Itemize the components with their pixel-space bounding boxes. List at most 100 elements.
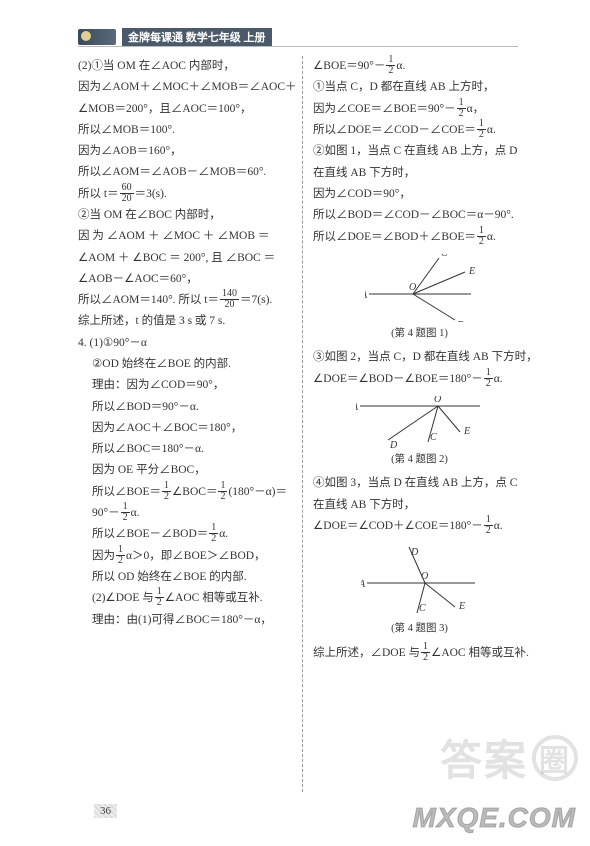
svg-text:A: A bbox=[365, 290, 368, 301]
watermark-circle-icon: 圈 bbox=[532, 735, 578, 781]
text-line: 综上所述，t 的值是 3 s 或 7 s. bbox=[78, 311, 294, 332]
eq-part: ∠AOC 相等或互补. bbox=[431, 647, 529, 659]
text-line: (2)①当 OM 在∠AOC 内部时， bbox=[78, 56, 294, 77]
svg-text:D: D bbox=[456, 320, 465, 322]
equation-line: 所以∠DOE＝∠COD－∠COE＝12α. bbox=[313, 120, 526, 141]
watermark-text: 答案 圈 bbox=[440, 727, 578, 788]
page-number: 36 bbox=[94, 804, 117, 818]
equation-line: 所以∠AOM＝140°. 所以 t＝14020＝7(s). bbox=[78, 290, 294, 311]
equation-line: 综上所述，∠DOE 与12∠AOC 相等或互补. bbox=[313, 643, 526, 664]
fraction: 12 bbox=[477, 226, 486, 247]
equation-line: 所以∠DOE＝∠BOD＋∠BOE＝12α. bbox=[313, 227, 526, 248]
watermark-part: 答案 bbox=[440, 727, 528, 788]
eq-part: α. bbox=[219, 529, 228, 541]
diagram-caption: (第 4 题图 3) bbox=[313, 619, 526, 638]
text-line: 所以∠BOD＝90°－α. bbox=[78, 397, 294, 418]
fraction: 12 bbox=[155, 587, 164, 608]
text-line: ∠MOB＝200°，且∠AOC＝100°， bbox=[78, 99, 294, 120]
eq-part: ∠AOC 相等或互补. bbox=[165, 593, 263, 605]
equation-line: (2)∠DOE 与12∠AOC 相等或互补. bbox=[78, 588, 294, 609]
text-line: ②当 OM 在∠BOC 内部时， bbox=[78, 205, 294, 226]
equation-line: 所以∠BOE－∠BOD＝12α. bbox=[78, 524, 294, 545]
content-area: (2)①当 OM 在∠AOC 内部时， 因为∠AOM＋∠MOC＋∠MOB＝∠AO… bbox=[78, 56, 526, 792]
eq-part: α. bbox=[487, 124, 496, 136]
svg-text:C: C bbox=[441, 254, 448, 259]
eq-part: α， bbox=[467, 103, 485, 115]
text-line: ∠AOB－∠AOC＝60°， bbox=[78, 269, 294, 290]
text-line: ∠AOM ＋ ∠BOC ＝ 200°, 且 ∠BOC ＝ bbox=[78, 248, 294, 269]
equation-line: 所以 t＝6020＝3(s). bbox=[78, 184, 294, 205]
eq-part: 所以∠BOE－∠BOD＝ bbox=[92, 529, 208, 541]
fraction: 12 bbox=[457, 98, 466, 119]
text-line: 因为∠AOB＝160°， bbox=[78, 141, 294, 162]
eq-part: α. bbox=[396, 60, 405, 72]
svg-text:O: O bbox=[421, 571, 428, 582]
svg-text:A: A bbox=[356, 402, 359, 413]
svg-text:O: O bbox=[409, 282, 416, 293]
right-column: ∠BOE＝90°－12α. ①当点 C，D 都在直线 AB 上方时， 因为∠CO… bbox=[302, 56, 526, 792]
svg-text:A: A bbox=[361, 579, 366, 590]
fraction: 6020 bbox=[120, 183, 134, 204]
eq-part: α. bbox=[131, 507, 140, 519]
text-line: 理由：因为∠COD＝90°， bbox=[78, 375, 294, 396]
fraction: 12 bbox=[121, 502, 130, 523]
text-line: 所以∠MOB＝100°. bbox=[78, 120, 294, 141]
eq-part: 因为∠COE＝∠BOE＝90°－ bbox=[313, 103, 456, 115]
text-line: 理由：由(1)可得∠BOC＝180°－α， bbox=[78, 610, 294, 631]
eq-part: (180°－α)＝ bbox=[228, 486, 287, 498]
svg-text:E: E bbox=[468, 266, 475, 277]
header-badge-icon bbox=[78, 29, 116, 45]
text-line: 所以∠BOC＝180°－α. bbox=[78, 439, 294, 460]
eq-part: α＞0，即∠BOE＞∠BOD， bbox=[126, 550, 266, 562]
text-line: 所以∠AOM＝∠AOB－∠MOB＝60°. bbox=[78, 162, 294, 183]
text-line: 因 为 ∠AOM ＋ ∠MOC ＋ ∠MOB ＝ bbox=[78, 226, 294, 247]
fraction: 12 bbox=[421, 642, 430, 663]
text-line: 在直线 AB 下方时， bbox=[313, 495, 526, 516]
svg-text:D: D bbox=[410, 547, 419, 558]
diagram-1: OABCDE bbox=[365, 254, 475, 322]
eq-part: 因为 bbox=[92, 550, 115, 562]
eq-part: 所以 t＝ bbox=[78, 188, 119, 200]
eq-part: α. bbox=[494, 520, 503, 532]
fraction: 12 bbox=[386, 55, 395, 76]
text-line: 因为∠AOM＋∠MOC＋∠MOB＝∠AOC＋ bbox=[78, 77, 294, 98]
eq-part: 所以∠DOE＝∠COD－∠COE＝ bbox=[313, 124, 476, 136]
svg-text:E: E bbox=[463, 426, 470, 437]
fraction: 12 bbox=[484, 368, 493, 389]
text-line: 因为 OE 平分∠BOC， bbox=[78, 460, 294, 481]
equation-line: 因为12α＞0，即∠BOE＞∠BOD， bbox=[78, 546, 294, 567]
equation-line: 90°－12α. bbox=[78, 503, 294, 524]
eq-part: 所以∠BOE＝ bbox=[92, 486, 161, 498]
equation-line: ∠BOE＝90°－12α. bbox=[313, 56, 526, 77]
eq-part: 90°－ bbox=[92, 507, 120, 519]
left-column: (2)①当 OM 在∠AOC 内部时， 因为∠AOM＋∠MOC＋∠MOB＝∠AO… bbox=[78, 56, 302, 792]
diagram-3: OABCDE bbox=[361, 543, 479, 617]
eq-part: ∠DOE＝∠COD＋∠COE＝180°－ bbox=[313, 520, 483, 532]
svg-text:O: O bbox=[434, 396, 441, 405]
text-line: 所以 OD 始终在∠BOE 的内部. bbox=[78, 567, 294, 588]
svg-text:C: C bbox=[419, 603, 426, 614]
equation-line: 所以∠BOE＝12∠BOC＝12(180°－α)＝ bbox=[78, 482, 294, 503]
text-line: ①当点 C，D 都在直线 AB 上方时， bbox=[313, 77, 526, 98]
eq-part: ∠BOE＝90°－ bbox=[313, 60, 385, 72]
text-line: 4. (1)①90°－α bbox=[78, 333, 294, 354]
fraction: 12 bbox=[484, 515, 493, 536]
eq-part: α. bbox=[494, 373, 503, 385]
text-line: ②如图 1，当点 C 在直线 AB 上方，点 D bbox=[313, 141, 526, 162]
svg-text:E: E bbox=[458, 601, 465, 612]
text-line: ③如图 2，当点 C，D 都在直线 AB 下方时， bbox=[313, 347, 526, 368]
equation-line: ∠DOE＝∠COD＋∠COE＝180°－12α. bbox=[313, 516, 526, 537]
header-underline bbox=[78, 46, 518, 47]
header-title: 金牌每课通 数学七年级 上册 bbox=[122, 28, 272, 46]
fraction: 12 bbox=[209, 523, 218, 544]
eq-part: ＝7(s). bbox=[240, 294, 272, 306]
eq-part: ∠BOC＝ bbox=[172, 486, 217, 498]
eq-part: (2)∠DOE 与 bbox=[92, 593, 154, 605]
text-line: ②OD 始终在∠BOE 的内部. bbox=[78, 354, 294, 375]
eq-part: 所以∠DOE＝∠BOD＋∠BOE＝ bbox=[313, 231, 476, 243]
fraction: 14020 bbox=[220, 289, 239, 310]
text-line: 所以∠BOD＝∠COD－∠BOC＝α－90°. bbox=[313, 205, 526, 226]
page-header: 金牌每课通 数学七年级 上册 bbox=[78, 28, 272, 46]
eq-part: ∠DOE＝∠BOD－∠BOE＝180°－ bbox=[313, 373, 483, 385]
watermark-url: MXQE.COM bbox=[412, 802, 576, 834]
